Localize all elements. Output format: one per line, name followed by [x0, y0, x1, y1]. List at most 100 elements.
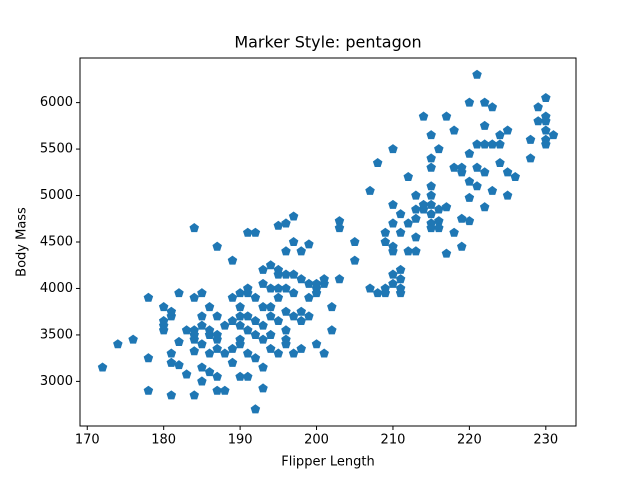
point [464, 97, 475, 107]
point [495, 158, 505, 168]
point [434, 204, 444, 214]
point [258, 278, 268, 288]
point [456, 241, 467, 251]
point [380, 227, 391, 237]
point [265, 329, 276, 339]
point [243, 325, 253, 335]
point [411, 204, 421, 214]
point [304, 278, 314, 288]
point [258, 320, 268, 330]
point [113, 339, 123, 349]
point [220, 348, 230, 358]
point [166, 357, 177, 367]
point [372, 158, 383, 168]
point [426, 130, 436, 140]
point [411, 213, 421, 223]
point [334, 274, 345, 284]
point [502, 125, 513, 135]
point [158, 315, 169, 326]
point [281, 283, 291, 293]
point [365, 185, 375, 195]
point [304, 292, 314, 302]
point [212, 241, 222, 251]
point [487, 185, 498, 195]
point [311, 288, 322, 298]
point [502, 190, 513, 200]
point [97, 362, 108, 372]
point [166, 348, 177, 358]
point [235, 288, 245, 298]
point [426, 199, 436, 209]
point [243, 348, 253, 358]
point [434, 216, 444, 226]
point [212, 343, 222, 353]
point [227, 357, 238, 367]
point [479, 167, 490, 177]
point [434, 144, 444, 154]
point [472, 139, 482, 149]
point [456, 162, 467, 172]
point [220, 320, 230, 330]
point [479, 97, 490, 107]
y-tick-label: 6000 [40, 95, 73, 110]
point [541, 92, 551, 102]
point [243, 227, 253, 237]
point [250, 329, 261, 339]
point [273, 348, 284, 358]
point [395, 288, 406, 298]
point [281, 339, 291, 349]
point [334, 223, 345, 233]
y-axis-label: Body Mass [15, 207, 30, 277]
point [418, 111, 429, 121]
point [189, 346, 200, 356]
point [212, 311, 222, 321]
point [174, 360, 184, 370]
point [227, 343, 238, 353]
point [541, 116, 551, 126]
point [181, 325, 192, 335]
point [434, 223, 444, 233]
point [472, 162, 482, 172]
x-tick-label: 220 [457, 433, 482, 448]
y-tick-label: 4000 [40, 281, 73, 296]
point [395, 264, 406, 274]
point [464, 192, 475, 202]
point [250, 227, 261, 237]
x-tick-label: 180 [151, 433, 176, 448]
point [388, 278, 398, 288]
point [189, 390, 200, 400]
point [426, 190, 436, 200]
point [296, 274, 307, 284]
point [243, 371, 253, 381]
point [189, 334, 200, 344]
point [265, 343, 276, 353]
point [158, 302, 169, 312]
point [174, 336, 184, 346]
point [334, 216, 345, 226]
point [449, 125, 459, 135]
point [502, 167, 513, 177]
point [288, 348, 299, 358]
point [258, 334, 268, 344]
point [296, 306, 307, 316]
point [418, 199, 429, 209]
point [288, 211, 299, 221]
point [403, 218, 413, 228]
point [258, 302, 268, 312]
point [212, 334, 222, 344]
point [441, 111, 452, 121]
y-tick-label: 5000 [40, 188, 73, 203]
point [388, 199, 398, 209]
point [304, 311, 314, 321]
point [456, 213, 467, 223]
point [273, 269, 284, 279]
point [441, 202, 452, 212]
y-tick-label: 3000 [40, 374, 73, 389]
point [235, 311, 245, 321]
point [472, 181, 482, 191]
point [265, 311, 276, 321]
point [388, 218, 398, 228]
point [281, 306, 291, 316]
point [288, 311, 299, 321]
